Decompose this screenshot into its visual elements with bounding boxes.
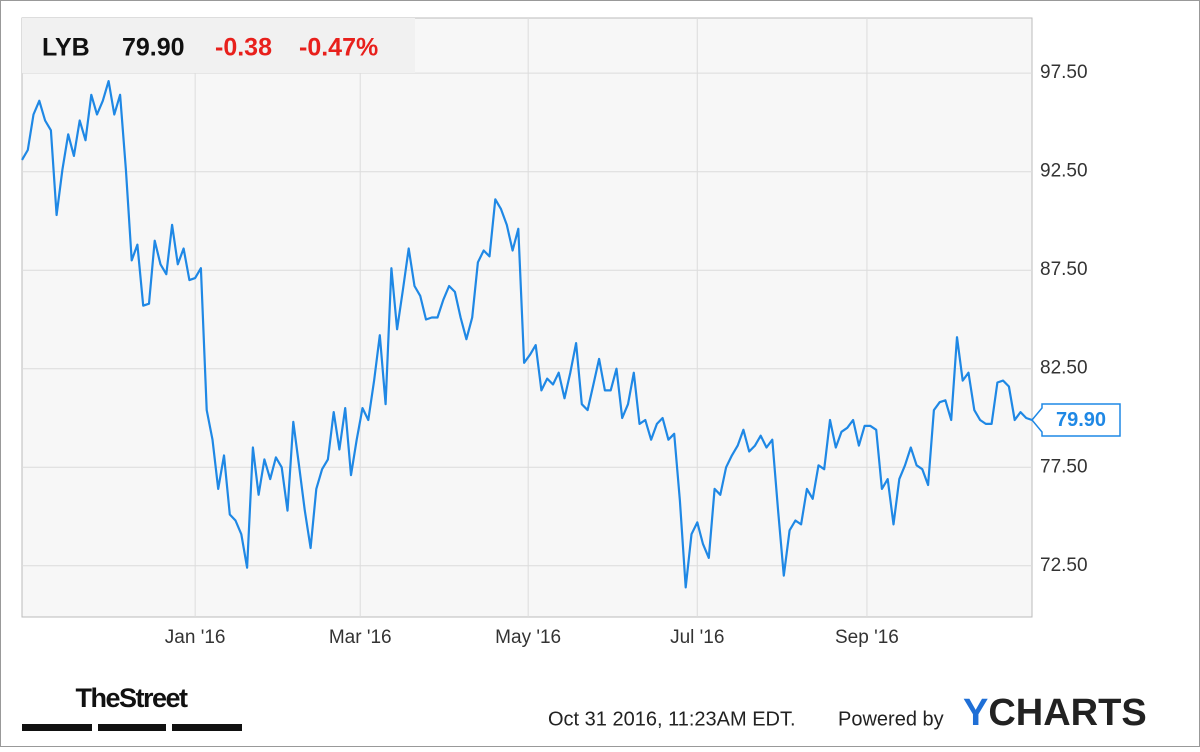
x-tick-label: Mar '16 xyxy=(329,627,392,648)
x-tick-label: Jan '16 xyxy=(165,627,226,648)
ycharts-logo: YCHARTS xyxy=(963,692,1147,734)
timestamp: Oct 31 2016, 11:23AM EDT. xyxy=(548,708,796,730)
y-tick-label: 77.50 xyxy=(1040,456,1088,477)
x-tick-label: May '16 xyxy=(495,627,561,648)
y-tick-label: 97.50 xyxy=(1040,62,1088,83)
plot-area xyxy=(21,17,1033,618)
y-tick-label: 72.50 xyxy=(1040,555,1088,576)
y-tick-label: 92.50 xyxy=(1040,161,1088,182)
y-tick-label: 82.50 xyxy=(1040,358,1088,379)
ticker: LYB xyxy=(42,34,90,62)
logo-bar xyxy=(22,724,92,731)
header-box xyxy=(22,18,415,73)
last-value-tag xyxy=(1031,403,1121,437)
logo-bar xyxy=(172,724,242,731)
x-tick-label: Sep '16 xyxy=(835,627,899,648)
last-value-label: 79.90 xyxy=(1056,409,1106,431)
change: -0.38 xyxy=(215,34,272,62)
logo-bar xyxy=(98,724,166,731)
powered-by: Powered by xyxy=(838,708,944,730)
change-percent: -0.47% xyxy=(299,34,378,62)
price: 79.90 xyxy=(122,34,185,62)
y-tick-label: 87.50 xyxy=(1040,259,1088,280)
source-logo: TheStreet xyxy=(75,683,188,713)
price-line xyxy=(21,80,1033,589)
x-tick-label: Jul '16 xyxy=(670,627,724,648)
